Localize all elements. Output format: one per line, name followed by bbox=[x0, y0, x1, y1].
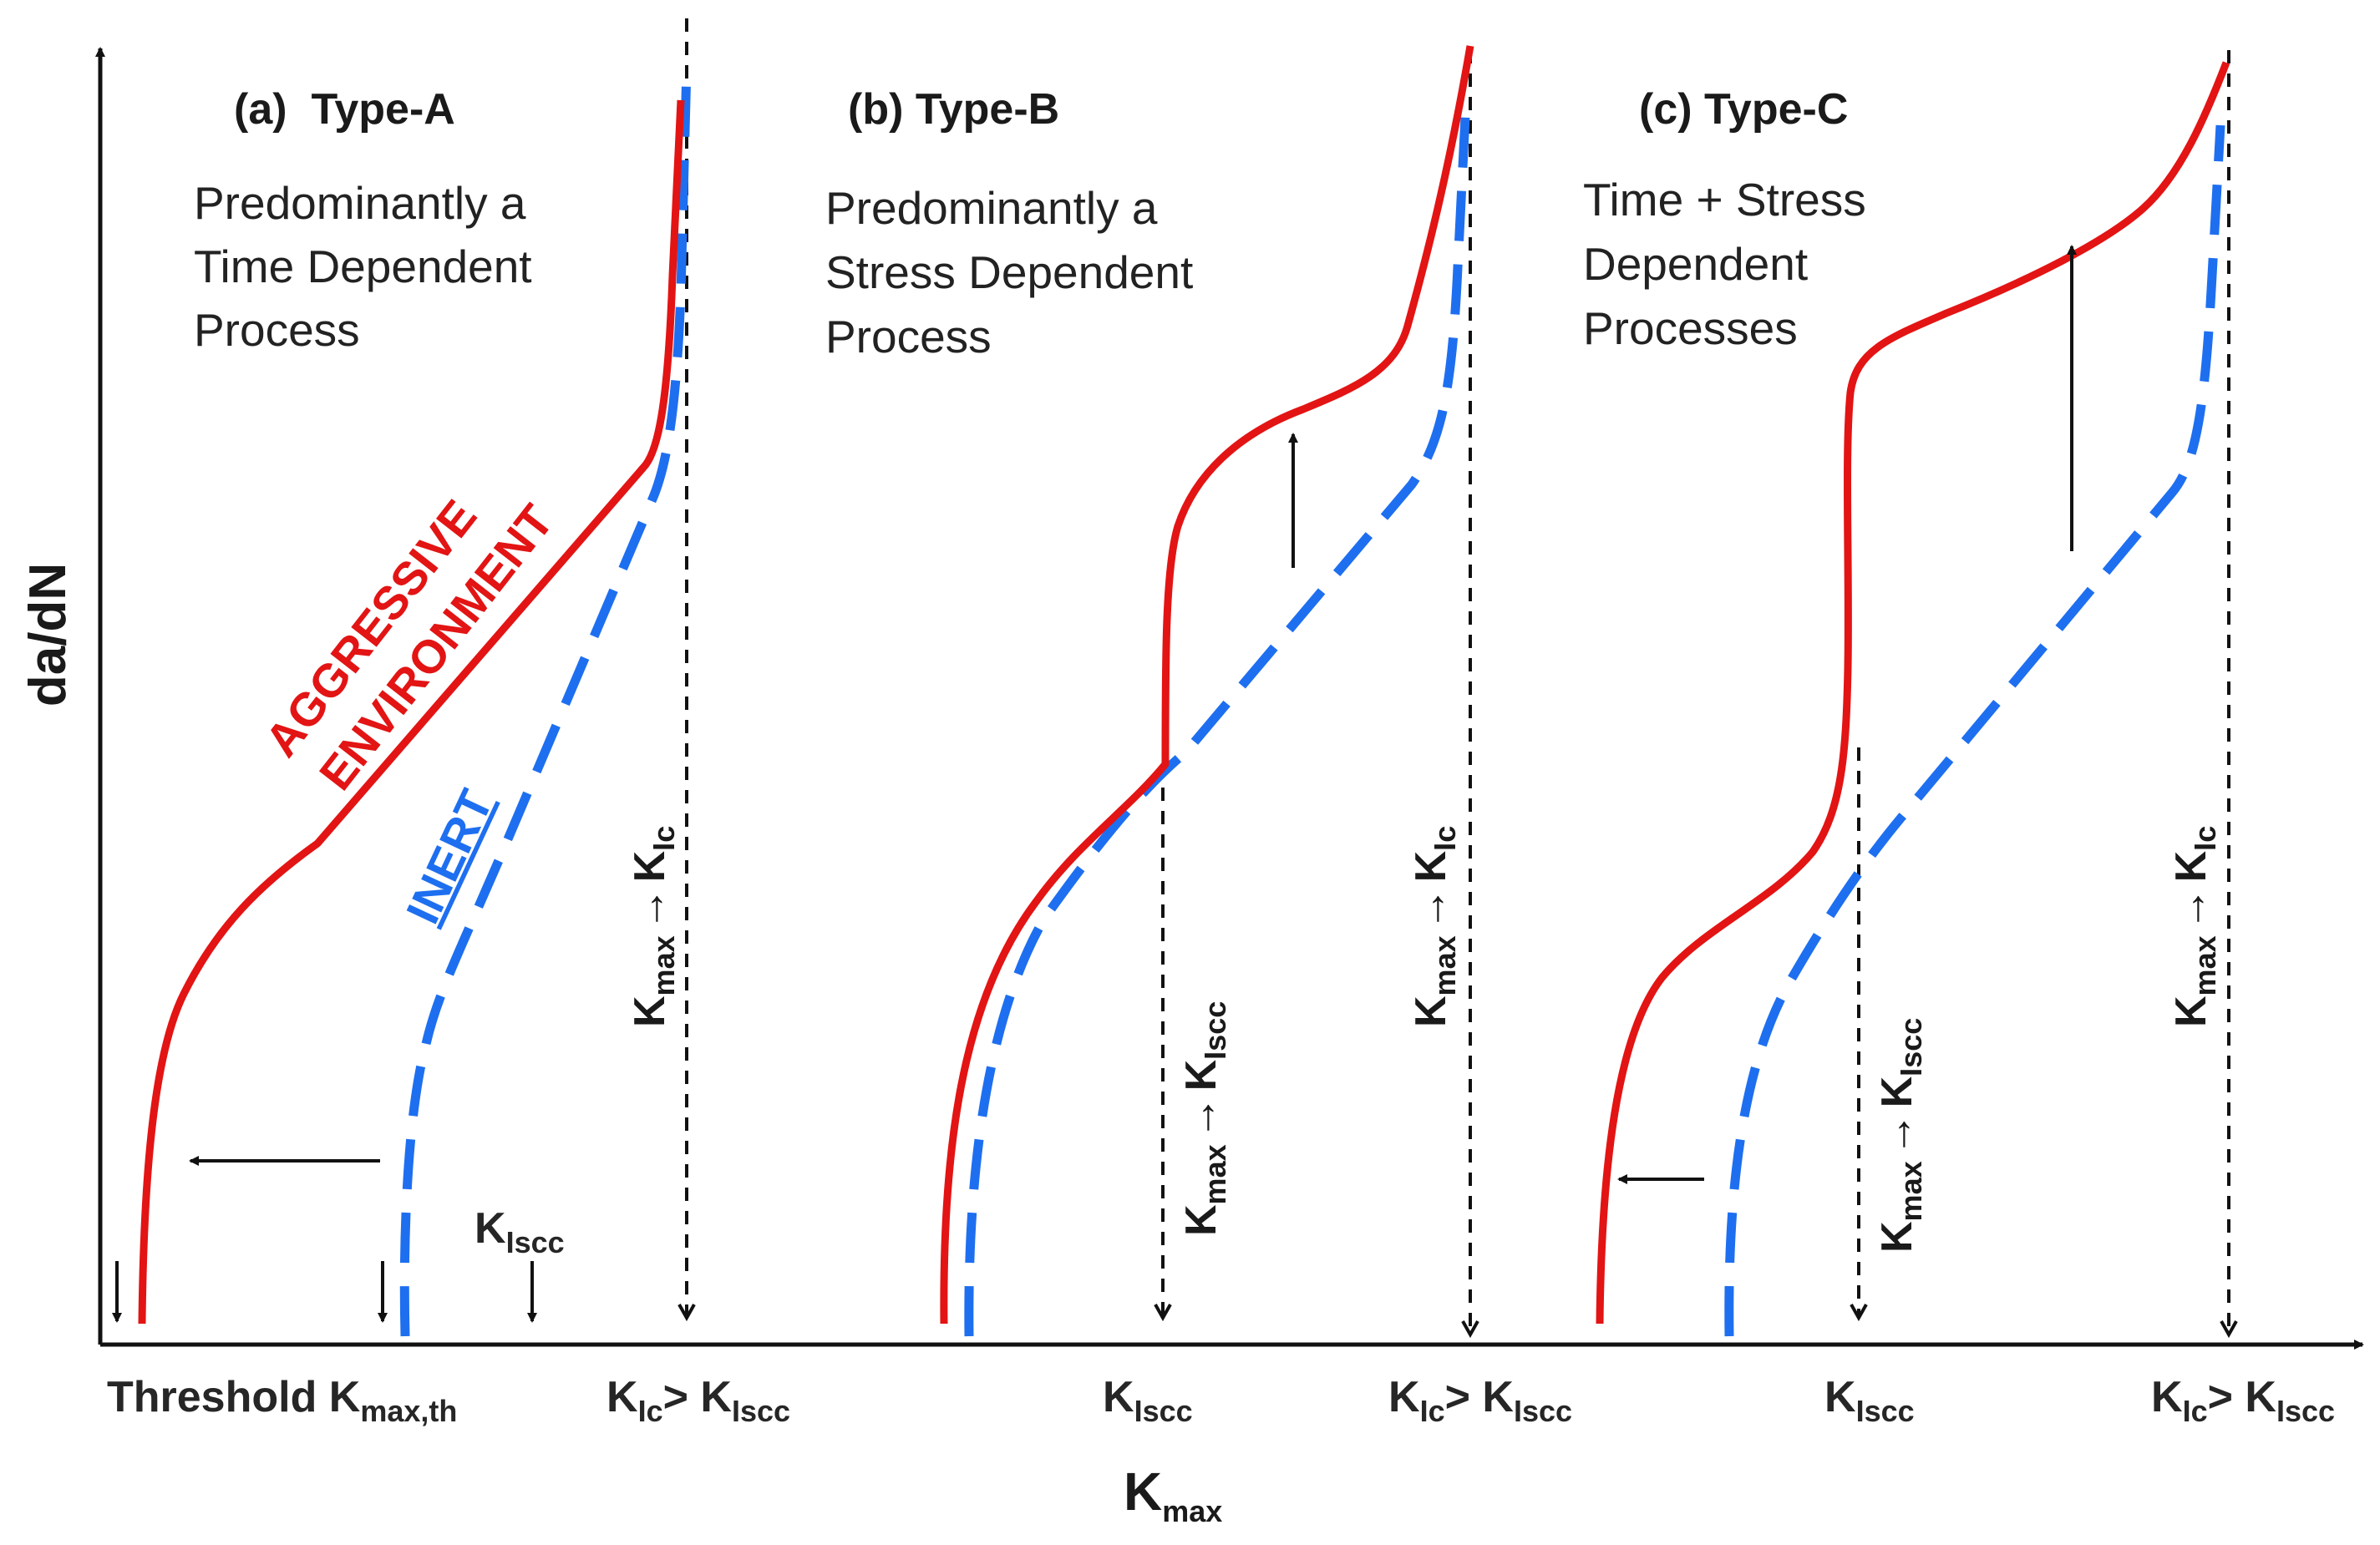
x-tick-labels: Threshold Kmax,th KIc> KIscc KIscc KIc> … bbox=[107, 1373, 2335, 1428]
x-tick-b-kiscc: KIscc bbox=[1103, 1373, 1193, 1428]
panel-a-inert-label: INERT bbox=[396, 782, 503, 931]
panel-a-title: (a) Type-A bbox=[234, 85, 455, 134]
panel-c-title: (c) Type-C bbox=[1639, 85, 1848, 134]
panel-a-inert-curve bbox=[399, 66, 692, 1337]
x-tick-c-kic-kiscc: KIc> KIscc bbox=[2151, 1373, 2335, 1428]
panel-a-aggressive-curve bbox=[138, 99, 685, 1325]
panel-b-desc-line2: Stress Dependent bbox=[825, 246, 1193, 298]
x-axis-label: Kmax bbox=[1124, 1461, 1222, 1528]
panel-a-kiscc-marker-label: KIscc bbox=[474, 1204, 565, 1259]
panel-c-vertical-kmax-kiscc: Kmax→KIscc bbox=[1873, 1018, 1928, 1253]
panel-a-desc-line3: Process bbox=[194, 304, 360, 356]
y-axis-label: da/dN bbox=[19, 563, 77, 707]
panel-b-vertical-kmax-kic: Kmax→KIc bbox=[1407, 826, 1462, 1027]
x-tick-a-kic-kiscc: KIc> KIscc bbox=[606, 1373, 790, 1428]
panel-b: (b) Type-B Predominantly a Stress Depend… bbox=[825, 45, 1474, 1337]
panel-c-desc-line1: Time + Stress bbox=[1583, 174, 1866, 225]
panel-c-vertical-kmax-kic: Kmax→KIc bbox=[2167, 826, 2222, 1027]
panel-b-title: (b) Type-B bbox=[848, 85, 1059, 134]
x-tick-b-kic-kiscc: KIc> KIscc bbox=[1388, 1373, 1572, 1428]
panel-a-desc-line2: Time Dependent bbox=[194, 241, 532, 292]
panel-c-aggressive-curve bbox=[1596, 61, 2230, 1325]
panel-b-desc-line1: Predominantly a bbox=[825, 182, 1158, 234]
panel-c-inert-curve bbox=[1724, 124, 2225, 1337]
panel-a-vertical-kmax-kic: Kmax→KIc bbox=[626, 826, 681, 1027]
panel-a-desc-line1: Predominantly a bbox=[194, 177, 526, 229]
axes: da/dN Kmax bbox=[19, 47, 2364, 1528]
panel-c-desc-line2: Dependent bbox=[1583, 238, 1808, 290]
x-tick-c-kiscc: KIscc bbox=[1824, 1373, 1915, 1428]
panel-c-desc-line3: Processes bbox=[1583, 302, 1798, 354]
panel-b-inert-curve bbox=[964, 99, 1471, 1337]
panel-b-desc-line3: Process bbox=[825, 311, 992, 362]
panel-b-vertical-kmax-kiscc: Kmax→KIscc bbox=[1177, 1001, 1232, 1236]
panel-a: (a) Type-A Predominantly a Time Dependen… bbox=[112, 66, 692, 1337]
panel-c: (c) Type-C Time + Stress Dependent Proce… bbox=[1583, 61, 2230, 1337]
x-tick-threshold: Threshold Kmax,th bbox=[107, 1373, 457, 1428]
panel-b-aggressive-curve bbox=[940, 45, 1474, 1325]
